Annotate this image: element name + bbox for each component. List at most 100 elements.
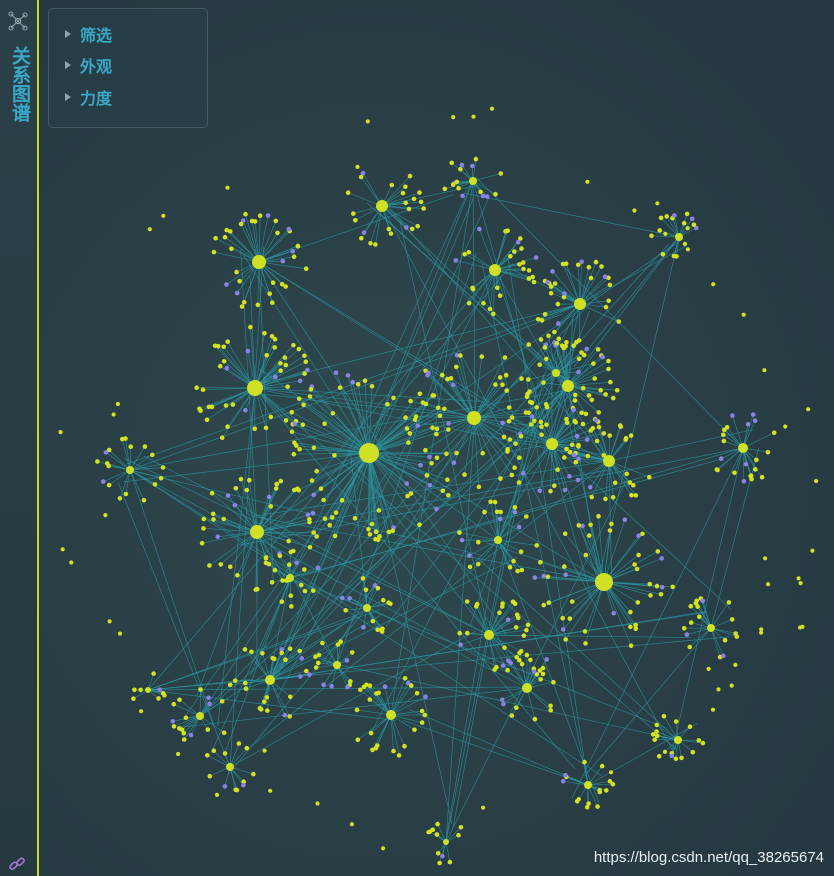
graph-edge [258, 230, 290, 263]
menu-item-filter[interactable]: 筛选 [65, 23, 112, 45]
graph-node [623, 437, 628, 442]
graph-node [412, 727, 417, 732]
menu-item-force[interactable]: 力度 [65, 86, 112, 108]
app-title: 关系图谱 [9, 46, 31, 122]
graph-node [580, 523, 585, 529]
graph-hub-node [467, 411, 481, 425]
graph-node [302, 588, 308, 594]
graph-node [310, 511, 316, 516]
graph-edge [551, 418, 596, 445]
graph-node [205, 753, 210, 758]
graph-edge [376, 714, 392, 746]
graph-node [608, 770, 614, 775]
graph-edge [488, 614, 518, 636]
graph-node [351, 211, 356, 216]
graph-node [268, 788, 273, 793]
graph-node [528, 422, 534, 427]
graph-edge [526, 687, 536, 720]
graph-node [596, 513, 601, 519]
graph-node [537, 362, 542, 368]
graph-node [524, 514, 529, 519]
graph-edge [311, 452, 370, 481]
graph-node [476, 484, 482, 490]
graph-node [418, 462, 423, 468]
graph-edge [592, 428, 610, 462]
graph-hub-node [386, 710, 396, 720]
graph-node [497, 293, 503, 299]
graph-node [330, 411, 336, 416]
graph-edge [732, 415, 744, 449]
relationship-graph[interactable] [40, 0, 834, 876]
expand-triangle-icon [65, 61, 71, 69]
graph-node [440, 853, 445, 859]
graph-edge [444, 180, 474, 190]
link-icon[interactable] [8, 855, 26, 873]
graph-node [796, 576, 801, 581]
graph-node [408, 398, 413, 404]
graph-edge [242, 220, 260, 263]
graph-node [396, 753, 402, 758]
graph-node [669, 753, 675, 759]
graph-node [684, 211, 690, 217]
network-graph-icon[interactable] [7, 10, 29, 32]
graph-node [610, 495, 616, 500]
menu-item-appearance[interactable]: 外观 [65, 54, 112, 76]
graph-edge [224, 236, 260, 263]
graph-edge [370, 372, 557, 733]
graph-node [759, 630, 764, 635]
graph-node [500, 420, 505, 426]
graph-edge [258, 261, 274, 581]
graph-node [221, 730, 227, 736]
graph-node [427, 454, 432, 460]
graph-edge [245, 214, 260, 263]
graph-node [688, 603, 694, 609]
graph-node [303, 359, 309, 365]
graph-edge [658, 739, 679, 757]
graph-edge [608, 429, 754, 462]
graph-edge [381, 175, 411, 207]
graph-node [562, 455, 567, 460]
graph-node [451, 115, 456, 120]
graph-node [435, 851, 441, 856]
graph-node [339, 595, 345, 601]
graph-edge [121, 439, 131, 471]
graph-node [366, 527, 371, 532]
graph-edge [599, 236, 680, 574]
graph-edge [547, 576, 605, 583]
graph-node [592, 376, 597, 381]
graph-edge [129, 469, 145, 501]
graph-edge [217, 387, 256, 727]
graph-node [209, 404, 215, 410]
graph-node [521, 633, 527, 638]
graph-node [361, 230, 367, 235]
graph-node [466, 250, 472, 255]
graph-node [607, 282, 613, 288]
graph-node [752, 418, 758, 424]
graph-node [423, 694, 428, 699]
graph-node [266, 494, 272, 500]
graph-edge [507, 660, 528, 689]
graph-node [456, 185, 461, 191]
graph-node [694, 598, 699, 604]
graph-node [161, 213, 166, 218]
graph-node [562, 291, 567, 296]
graph-node [257, 213, 263, 218]
graph-node [729, 683, 734, 688]
graph-node [207, 701, 212, 707]
graph-node [233, 787, 238, 793]
graph-node [539, 432, 544, 438]
graph-node [292, 421, 298, 427]
graph-node [530, 274, 535, 280]
graph-edge [488, 634, 692, 638]
graph-edge [129, 313, 563, 471]
graph-node [265, 213, 271, 218]
graph-edge [473, 375, 507, 419]
graph-edge [97, 461, 131, 471]
graph-edge [179, 715, 201, 729]
graph-node [571, 407, 577, 413]
graph-node [690, 749, 696, 755]
graph-node [492, 499, 498, 505]
graph-node [299, 656, 305, 661]
graph-node [373, 536, 378, 542]
graph-node [391, 395, 396, 401]
